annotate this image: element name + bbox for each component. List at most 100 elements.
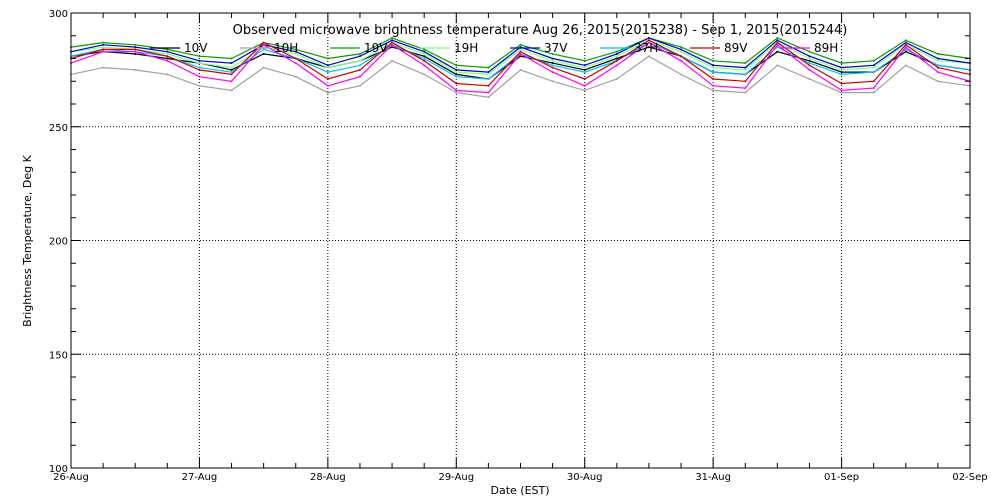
data-point-89V xyxy=(455,82,458,85)
legend-label-19H: 19H xyxy=(454,41,478,55)
data-point-10H xyxy=(102,66,105,69)
legend-label-10V: 10V xyxy=(184,41,208,55)
data-point-37V xyxy=(712,64,715,67)
data-point-10H xyxy=(326,91,329,94)
data-point-37V xyxy=(391,39,394,42)
data-point-19V xyxy=(776,37,779,40)
x-tick-label: 31-Aug xyxy=(695,472,731,483)
data-point-19V xyxy=(326,57,329,60)
data-point-89V xyxy=(712,77,715,80)
data-point-37V xyxy=(358,55,361,58)
data-point-19H xyxy=(936,59,939,62)
data-point-10V xyxy=(776,50,779,53)
data-point-10H xyxy=(712,89,715,92)
data-point-19V xyxy=(519,43,522,46)
y-tick-label: 150 xyxy=(49,350,68,361)
data-point-19V xyxy=(583,59,586,62)
data-point-10H xyxy=(455,91,458,94)
data-point-37V xyxy=(230,62,233,65)
y-axis-label: Brightness Temperature, Deg K xyxy=(21,154,34,326)
data-point-19H xyxy=(840,68,843,71)
data-point-89V xyxy=(808,64,811,67)
data-point-19V xyxy=(455,64,458,67)
data-point-10H xyxy=(358,84,361,87)
data-point-89V xyxy=(102,48,105,51)
data-point-19H xyxy=(744,68,747,71)
data-point-37H xyxy=(230,71,233,74)
data-point-37V xyxy=(936,57,939,60)
data-point-89V xyxy=(904,43,907,46)
data-point-19V xyxy=(198,55,201,58)
data-point-37V xyxy=(102,43,105,46)
data-point-89V xyxy=(262,41,265,44)
data-point-10V xyxy=(615,57,618,60)
data-point-37V xyxy=(680,48,683,51)
series-line-10H xyxy=(70,55,971,98)
data-point-37V xyxy=(326,64,329,67)
data-point-10H xyxy=(551,80,554,83)
data-point-10H xyxy=(519,68,522,71)
data-point-19V xyxy=(712,59,715,62)
plot-frame xyxy=(70,12,971,469)
data-point-37V xyxy=(647,37,650,40)
data-point-89V xyxy=(680,55,683,58)
data-point-89H xyxy=(680,59,683,62)
data-point-19H xyxy=(102,46,105,49)
legend-label-89V: 89V xyxy=(724,41,748,55)
data-point-10V xyxy=(262,52,265,55)
data-point-19H xyxy=(455,71,458,74)
data-point-89H xyxy=(647,41,650,44)
data-point-19V xyxy=(808,50,811,53)
x-axis-label: Date (EST) xyxy=(490,484,549,497)
data-point-10H xyxy=(840,91,843,94)
data-point-89H xyxy=(776,43,779,46)
tick-layer: 100 150 200 250 300 26-Aug 27-Aug 28-Aug 29-Aug 3… xyxy=(49,9,988,483)
data-point-37V xyxy=(615,52,618,55)
data-point-89H xyxy=(712,84,715,87)
data-point-19H xyxy=(872,66,875,69)
data-point-10H xyxy=(647,55,650,58)
data-point-19H xyxy=(519,48,522,51)
data-point-37H xyxy=(583,71,586,74)
data-point-10V xyxy=(583,68,586,71)
data-point-89V xyxy=(134,48,137,51)
data-point-19H xyxy=(487,73,490,76)
data-point-89V xyxy=(519,50,522,53)
series-layer xyxy=(70,37,971,99)
data-point-10H xyxy=(936,80,939,83)
data-point-19V xyxy=(294,48,297,51)
data-point-10H xyxy=(904,64,907,67)
data-point-19V xyxy=(551,52,554,55)
data-point-37H xyxy=(198,66,201,69)
x-tick-label: 27-Aug xyxy=(182,472,218,483)
data-point-89H xyxy=(808,68,811,71)
data-point-10V xyxy=(551,62,554,65)
data-point-89V xyxy=(583,77,586,80)
data-point-37V xyxy=(808,55,811,58)
data-point-89H xyxy=(198,75,201,78)
data-point-37V xyxy=(744,66,747,69)
data-point-37V xyxy=(134,46,137,49)
data-point-89H xyxy=(455,89,458,92)
data-point-10H xyxy=(391,59,394,62)
data-point-89H xyxy=(230,80,233,83)
data-point-10V xyxy=(840,71,843,74)
data-point-89H xyxy=(358,75,361,78)
data-point-10V xyxy=(808,59,811,62)
data-point-89V xyxy=(358,68,361,71)
data-point-19H xyxy=(551,59,554,62)
data-point-89H xyxy=(519,52,522,55)
data-point-10V xyxy=(134,52,137,55)
data-point-37V xyxy=(294,50,297,53)
data-point-10V xyxy=(519,55,522,58)
data-point-37H xyxy=(262,48,265,51)
data-point-19H xyxy=(808,57,811,60)
data-point-89H xyxy=(166,59,169,62)
data-point-89H xyxy=(872,87,875,90)
data-point-89V xyxy=(391,41,394,44)
data-point-89H xyxy=(423,64,426,67)
y-tick-label: 200 xyxy=(49,237,68,248)
y-tick-label: 250 xyxy=(49,123,68,134)
data-point-10H xyxy=(423,73,426,76)
